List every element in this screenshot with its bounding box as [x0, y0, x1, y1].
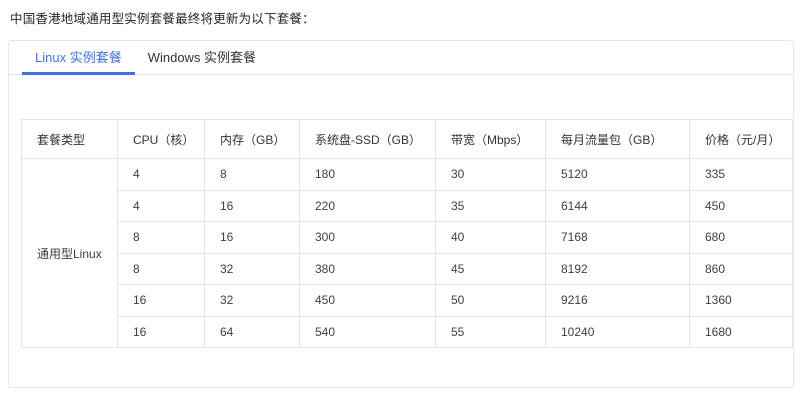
table-row: 4 16 220 35 6144 450	[22, 189, 793, 222]
cell-bandwidth: 55	[435, 315, 546, 348]
cell-monthly-traffic: 9216	[545, 284, 690, 317]
cell-memory: 16	[204, 221, 300, 254]
cell-monthly-traffic: 10240	[545, 315, 690, 348]
cell-price: 1680	[689, 315, 793, 348]
cell-cpu: 8	[117, 221, 205, 254]
cell-memory: 16	[204, 189, 300, 222]
col-header-bandwidth: 带宽（Mbps）	[435, 119, 546, 159]
table-row: 8 16 300 40 7168 680	[22, 221, 793, 254]
cell-monthly-traffic: 5120	[545, 158, 690, 191]
cell-cpu: 4	[117, 189, 205, 222]
cell-system-disk: 380	[299, 252, 436, 285]
cell-cpu: 8	[117, 252, 205, 285]
cell-memory: 32	[204, 252, 300, 285]
cell-monthly-traffic: 8192	[545, 252, 690, 285]
cell-bandwidth: 45	[435, 252, 546, 285]
cell-bandwidth: 40	[435, 221, 546, 254]
col-header-cpu: CPU（核）	[117, 119, 205, 159]
table-row: 16 64 540 55 10240 1680	[22, 315, 793, 348]
table-header-row: 套餐类型 CPU（核） 内存（GB） 系统盘-SSD（GB） 带宽（Mbps） …	[21, 119, 793, 159]
table-row: 通用型Linux 4 8 180 30 5120 335	[21, 158, 793, 348]
cell-memory: 64	[204, 315, 300, 348]
cell-monthly-traffic: 6144	[545, 189, 690, 222]
panel-card: Linux 实例套餐 Windows 实例套餐 套餐类型 CPU（核） 内存（G…	[8, 40, 794, 388]
col-header-memory: 内存（GB）	[204, 119, 300, 159]
cell-memory: 8	[204, 158, 300, 191]
cell-system-disk: 540	[299, 315, 436, 348]
cell-price: 450	[689, 189, 793, 222]
table-row: 16 32 450 50 9216 1360	[22, 284, 793, 317]
cell-cpu: 16	[117, 315, 205, 348]
pricing-table: 套餐类型 CPU（核） 内存（GB） 系统盘-SSD（GB） 带宽（Mbps） …	[21, 119, 793, 348]
cell-bandwidth: 30	[435, 158, 546, 191]
cell-system-disk: 220	[299, 189, 436, 222]
cell-price: 1360	[689, 284, 793, 317]
tab-windows-packages[interactable]: Windows 实例套餐	[147, 50, 257, 65]
table-row: 8 32 380 45 8192 860	[22, 252, 793, 285]
cell-package-type: 通用型Linux	[21, 158, 118, 348]
cell-price: 680	[689, 221, 793, 254]
cell-price: 860	[689, 252, 793, 285]
cell-system-disk: 180	[299, 158, 436, 191]
cell-system-disk: 300	[299, 221, 436, 254]
cell-system-disk: 450	[299, 284, 436, 317]
col-header-package-type: 套餐类型	[21, 119, 118, 159]
cell-cpu: 4	[117, 158, 205, 191]
cell-cpu: 16	[117, 284, 205, 317]
cell-bandwidth: 35	[435, 189, 546, 222]
tab-bar: Linux 实例套餐 Windows 实例套餐	[9, 41, 793, 75]
cell-bandwidth: 50	[435, 284, 546, 317]
cell-memory: 32	[204, 284, 300, 317]
cell-monthly-traffic: 7168	[545, 221, 690, 254]
intro-text: 中国香港地域通用型实例套餐最终将更新为以下套餐：	[10, 12, 315, 26]
col-header-price: 价格（元/月）	[689, 119, 793, 159]
col-header-monthly-traffic: 每月流量包（GB）	[545, 119, 690, 159]
col-header-system-disk: 系统盘-SSD（GB）	[299, 119, 436, 159]
cell-price: 335	[689, 158, 793, 191]
tab-linux-packages[interactable]: Linux 实例套餐	[22, 41, 135, 75]
